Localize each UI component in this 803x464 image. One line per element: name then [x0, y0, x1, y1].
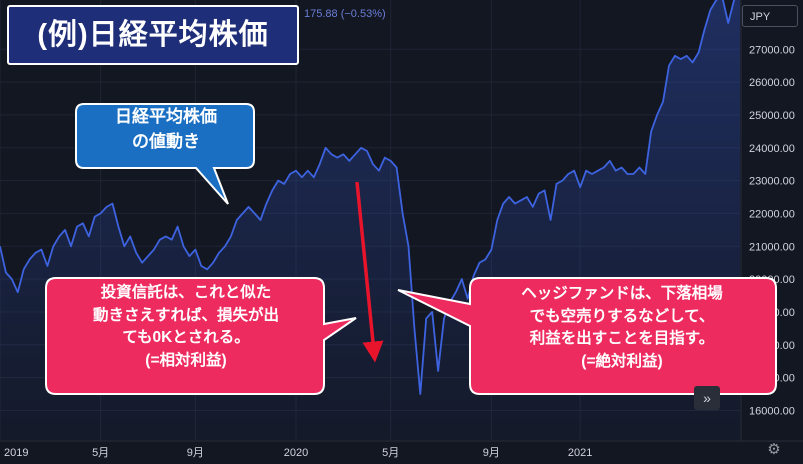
callout-hedge-fund-text: ヘッジファンドは、下落相場 でも空売りするなどして、 利益を出すことを目指す。 … — [521, 285, 723, 370]
price-change-readout: 175.88 (−0.53%) — [304, 8, 386, 20]
gear-icon[interactable]: ⚙ — [767, 441, 781, 458]
scroll-right-button[interactable]: » — [694, 386, 720, 410]
x-tick-label: 9月 — [187, 447, 204, 459]
callout-price-move-text: 日経平均株価 の値動き — [115, 107, 217, 151]
y-tick-label: 27000.00 — [749, 44, 795, 56]
x-tick-label: 9月 — [483, 447, 500, 459]
y-tick-label: 24000.00 — [749, 143, 795, 155]
callout-investment-trust-text: 投資信託は、これと似た 動きさえすれば、損失が出 ても0Kとされる。 (=相対利… — [92, 284, 279, 369]
callout-blue-bubble — [75, 103, 255, 205]
y-tick-label: 22000.00 — [749, 208, 795, 220]
chart-title: (例)日経平均株価 — [7, 5, 299, 65]
y-tick-label: 21000.00 — [749, 241, 795, 253]
price-line — [0, 0, 736, 395]
red-down-arrow — [355, 181, 384, 363]
x-tick-label: 2019 — [4, 447, 28, 459]
x-tick-label: 5月 — [382, 447, 399, 459]
y-tick-label: 16000.00 — [749, 405, 795, 417]
x-tick-label: 5月 — [92, 447, 109, 459]
y-tick-label: 23000.00 — [749, 176, 795, 188]
x-axis[interactable]: 2019 5月 9月 2020 5月 9月 2021 — [0, 440, 803, 459]
callout-red-bubble-right — [397, 277, 777, 395]
y-tick-label: 25000.00 — [749, 110, 795, 122]
callout-red-bubble-left — [45, 277, 357, 395]
currency-selector[interactable]: JPY — [742, 5, 798, 27]
x-tick-label: 2021 — [568, 447, 592, 459]
x-tick-label: 2020 — [284, 447, 308, 459]
y-tick-label: 26000.00 — [749, 77, 795, 89]
